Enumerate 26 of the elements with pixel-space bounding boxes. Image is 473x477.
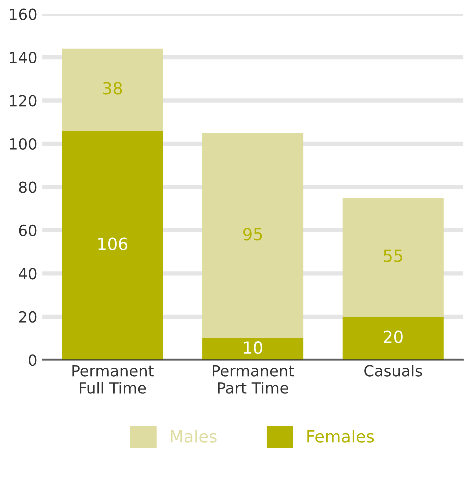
legend-label: Males — [171, 430, 217, 443]
y-tick-label: 120 — [10, 95, 37, 107]
x-tick-label: Permanent Full Time — [72, 365, 154, 394]
bar — [62, 48, 164, 132]
data-label: 10 — [244, 342, 263, 354]
x-tick-label: Permanent Part Time — [213, 365, 294, 394]
y-tick-label: 60 — [19, 224, 37, 236]
data-label: 106 — [98, 238, 128, 250]
data-label: 38 — [103, 82, 122, 95]
legend-label: Females — [308, 430, 374, 443]
y-tick-label: 160 — [10, 8, 37, 20]
y-tick-label: 20 — [19, 311, 37, 323]
data-label: 20 — [384, 330, 403, 344]
bar — [342, 316, 444, 360]
x-tick-label: Casuals — [364, 364, 422, 377]
bar — [202, 338, 304, 360]
data-label: 55 — [384, 250, 403, 262]
bar — [62, 131, 164, 360]
y-tick-label: 80 — [19, 182, 37, 194]
y-tick-label: 40 — [19, 268, 37, 280]
bar — [342, 198, 444, 317]
bar — [202, 133, 304, 339]
y-tick-label: 140 — [10, 52, 37, 64]
y-tick-label: 0 — [28, 354, 37, 366]
y-tick-label: 100 — [10, 138, 37, 150]
data-label: 95 — [244, 228, 262, 241]
